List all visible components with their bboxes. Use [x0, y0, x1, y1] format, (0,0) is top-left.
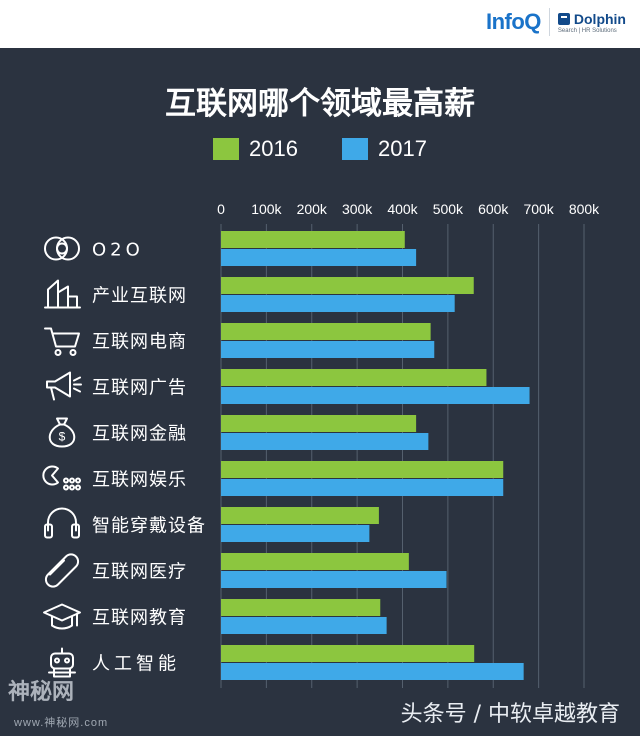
- brand-divider: [548, 8, 550, 36]
- bar-2016-6: [221, 507, 379, 524]
- dolphin-logo: Dolphin Search | HR Solutions: [557, 10, 626, 34]
- building-icon: [44, 279, 81, 309]
- bar-2016-7: [221, 553, 409, 570]
- svg-text:$: $: [59, 430, 66, 444]
- site-watermark-url: www.神秘网.com: [14, 717, 109, 729]
- legend-label-2017: 2017: [378, 136, 427, 161]
- bar-2016-3: [221, 369, 487, 386]
- bar-2016-1: [221, 277, 474, 294]
- graduation-cap-icon: [43, 603, 81, 630]
- bar-2017-1: [221, 295, 455, 312]
- chart-title: 互联网哪个领域最高薪: [165, 86, 475, 122]
- bar-2016-5: [221, 461, 504, 478]
- pill-icon: [44, 553, 80, 588]
- x-tick-label-100k: 100k: [251, 201, 282, 217]
- category-label-5: 互联网娱乐: [92, 470, 187, 491]
- bar-2017-2: [221, 341, 435, 358]
- category-label-9: 人工智能: [92, 654, 180, 675]
- bar-2016-8: [221, 599, 381, 616]
- x-tick-label-300k: 300k: [342, 201, 373, 217]
- robot-icon: [48, 647, 76, 678]
- dolphin-tagline: Search | HR Solutions: [557, 27, 617, 34]
- headphones-icon: [44, 507, 80, 539]
- legend-label-2016: 2016: [249, 136, 298, 161]
- o2o-icon: [44, 236, 80, 261]
- bar-2017-7: [221, 571, 447, 588]
- category-label-8: 互联网教育: [92, 608, 187, 629]
- x-tick-label-600k: 600k: [478, 201, 509, 217]
- category-label-4: 互联网金融: [92, 424, 187, 445]
- bar-2016-2: [221, 323, 431, 340]
- category-label-6: 智能穿戴设备: [92, 516, 206, 537]
- category-label-7: 互联网医疗: [92, 562, 187, 583]
- bar-2016-9: [221, 645, 475, 662]
- game-icon: [42, 465, 81, 491]
- money-bag-icon: $: [48, 417, 76, 448]
- bar-2016-0: [221, 231, 405, 248]
- bar-2017-0: [221, 249, 417, 266]
- bar-2017-4: [221, 433, 429, 450]
- bar-2016-4: [221, 415, 417, 432]
- legend-swatch-2017: [342, 138, 368, 160]
- x-tick-label-800k: 800k: [569, 201, 600, 217]
- legend-item-2017: 2017: [342, 136, 427, 162]
- dolphin-name: Dolphin: [573, 10, 626, 27]
- chart-legend: 2016 2017: [0, 136, 640, 162]
- bar-2017-8: [221, 617, 387, 634]
- x-tick-label-0: 0: [217, 201, 225, 217]
- megaphone-icon: [46, 371, 82, 401]
- bar-2017-5: [221, 479, 504, 496]
- source-watermark: 头条号 / 中软卓越教育: [400, 702, 620, 727]
- brand-header: InfoQ Dolphin Search | HR Solutions: [0, 0, 640, 48]
- x-tick-label-200k: 200k: [297, 201, 328, 217]
- bar-2017-3: [221, 387, 530, 404]
- dolphin-mark-icon: [557, 12, 570, 25]
- x-tick-label-700k: 700k: [523, 201, 554, 217]
- shopping-cart-icon: [44, 327, 80, 356]
- category-label-3: 互联网广告: [92, 378, 187, 399]
- infoq-logo: InfoQ: [485, 9, 541, 34]
- category-label-1: 产业互联网: [92, 286, 187, 307]
- category-label-0: O2O: [92, 240, 144, 261]
- legend-item-2016: 2016: [213, 136, 298, 162]
- x-tick-label-400k: 400k: [387, 201, 418, 217]
- site-watermark: 神秘网: [8, 680, 75, 705]
- x-tick-label-500k: 500k: [433, 201, 464, 217]
- legend-swatch-2016: [213, 138, 240, 160]
- bar-2017-9: [221, 663, 524, 680]
- category-label-2: 互联网电商: [92, 332, 187, 353]
- brand-logos: InfoQ Dolphin Search | HR Solutions: [486, 8, 626, 36]
- bar-2017-6: [221, 525, 370, 542]
